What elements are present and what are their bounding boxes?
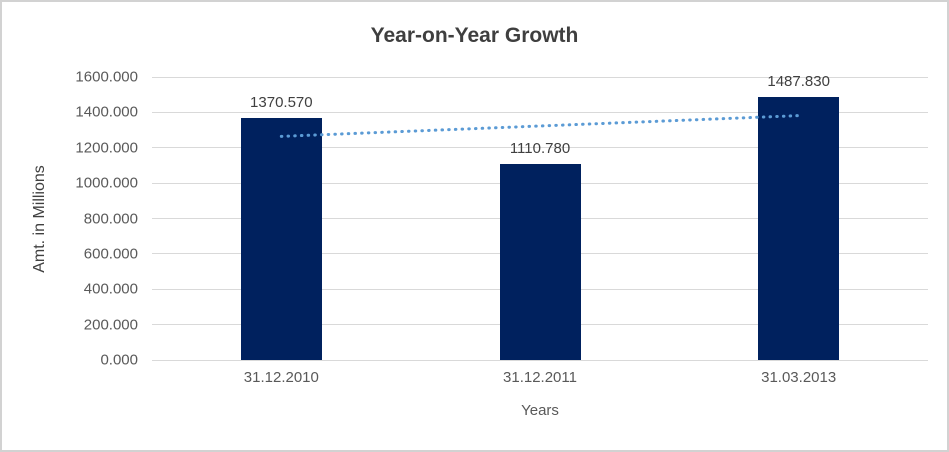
- chart-title: Year-on-Year Growth: [370, 24, 579, 47]
- y-tick-label: 400.000: [83, 280, 138, 298]
- y-tick-label: 800.000: [83, 210, 138, 227]
- y-tick-label: 0.000: [100, 351, 138, 369]
- bar-31.03.2013: [758, 96, 840, 360]
- y-axis-tick-labels: 0.000 200.000 400.000 600.000 800.000 1000.00…: [2, 69, 138, 369]
- x-tick-label: 31.12.2010: [243, 369, 319, 386]
- gridline: [152, 76, 928, 78]
- gridline: [152, 147, 928, 149]
- y-tick-label: 600.000: [83, 245, 138, 263]
- y-tick-label: 1400.000: [75, 103, 138, 121]
- trendline: [279, 114, 801, 138]
- x-tick-label: 31.03.2013: [761, 369, 837, 386]
- y-tick-label: 200.000: [83, 316, 138, 334]
- x-tick-label: 31.12.2011: [503, 369, 577, 386]
- y-tick-label: 1600.000: [75, 68, 138, 86]
- x-axis-title: Years: [521, 402, 559, 419]
- y-tick-label: 1000.000: [75, 174, 138, 192]
- bar-data-label: 1487.830: [767, 72, 830, 90]
- gridline: [152, 111, 928, 113]
- bar-31.12.2010: [240, 117, 322, 360]
- plot-area: 1370.570 1110.780 1487.830: [152, 73, 928, 361]
- gridline: [152, 359, 928, 361]
- x-axis-tick-labels: 31.12.2010 31.12.2011 31.03.2013: [152, 369, 928, 389]
- bar-31.12.2011: [499, 163, 581, 360]
- bar-data-label: 1110.780: [509, 139, 571, 157]
- bar-data-label: 1370.570: [250, 93, 313, 111]
- y-tick-label: 1200.000: [75, 139, 138, 157]
